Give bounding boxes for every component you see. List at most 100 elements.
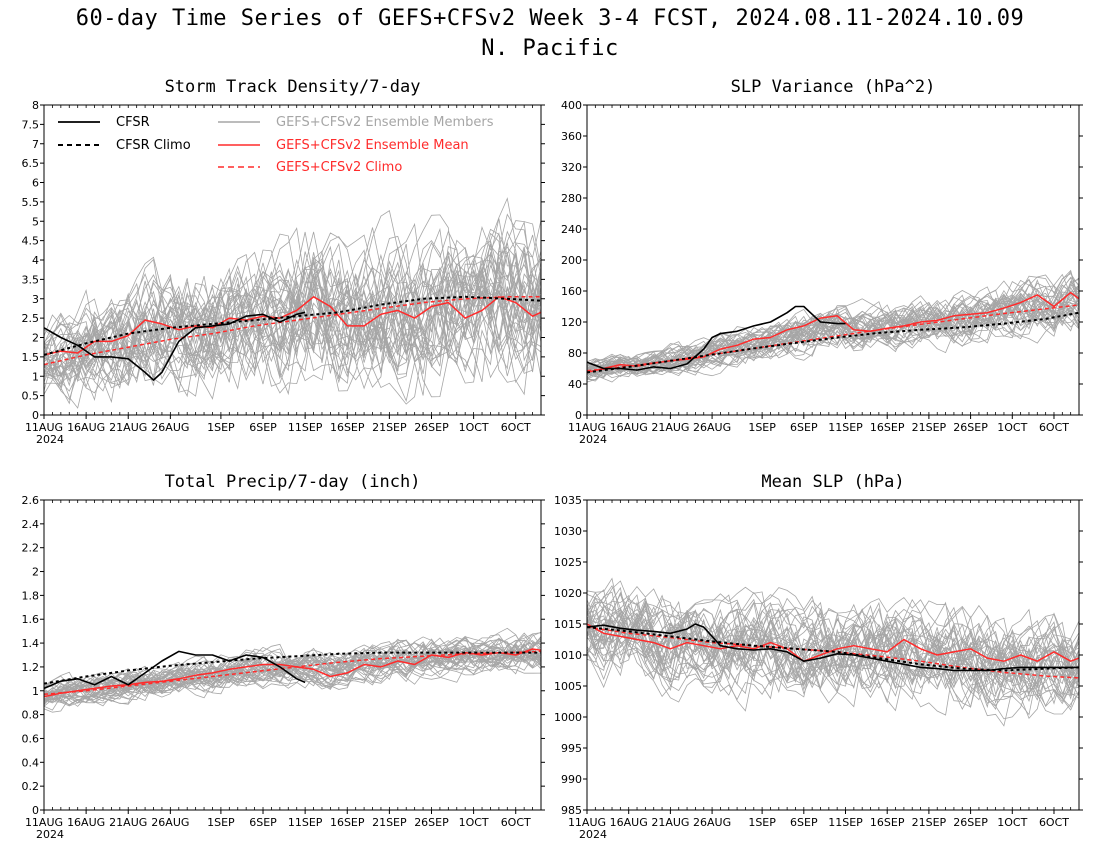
ensemble-member-line bbox=[587, 601, 1079, 679]
ensemble-member-line bbox=[44, 255, 541, 378]
main-title-line2: N. Pacific bbox=[481, 36, 619, 61]
x-tick-year: 2024 bbox=[579, 433, 607, 446]
x-tick-label: 11AUG bbox=[25, 816, 63, 829]
plot-area bbox=[587, 269, 1079, 383]
y-tick-label: 0 bbox=[575, 409, 582, 422]
x-tick-label: 26SEP bbox=[953, 421, 988, 434]
y-tick-label: 1.5 bbox=[22, 351, 40, 364]
y-tick-label: 40 bbox=[568, 378, 582, 391]
y-tick-label: 6 bbox=[32, 177, 39, 190]
y-tick-label: 0.2 bbox=[22, 780, 40, 793]
x-tick-label: 16SEP bbox=[870, 421, 905, 434]
ensemble-member-line bbox=[587, 294, 1079, 377]
y-tick-label: 1025 bbox=[554, 556, 582, 569]
ensemble-member-line bbox=[44, 220, 541, 381]
panel-3: Total Precip/7-day (inch)00.20.40.60.811… bbox=[22, 472, 545, 841]
x-tick-label: 16SEP bbox=[330, 421, 365, 434]
y-tick-label: 1035 bbox=[554, 494, 582, 507]
y-tick-label: 360 bbox=[561, 130, 582, 143]
ensemble-member-line bbox=[587, 283, 1079, 373]
y-tick-label: 1.8 bbox=[22, 589, 40, 602]
y-tick-label: 2.6 bbox=[22, 494, 40, 507]
y-tick-label: 8 bbox=[32, 99, 39, 112]
y-tick-label: 1.2 bbox=[22, 661, 40, 674]
x-tick-label: 1SEP bbox=[748, 816, 776, 829]
x-tick-label: 21SEP bbox=[372, 421, 407, 434]
y-tick-label: 0.6 bbox=[22, 732, 40, 745]
x-tick-label: 16AUG bbox=[67, 421, 105, 434]
ensemble-member-line bbox=[44, 646, 541, 705]
x-tick-label: 26AUG bbox=[693, 421, 731, 434]
x-tick-label: 16SEP bbox=[870, 816, 905, 829]
legend-label-members: GEFS+CFSv2 Ensemble Members bbox=[276, 115, 494, 130]
y-tick-label: 1015 bbox=[554, 618, 582, 631]
y-tick-label: 985 bbox=[561, 804, 582, 817]
x-tick-label: 6OCT bbox=[1039, 421, 1069, 434]
ensemble-member-line bbox=[587, 294, 1079, 367]
y-tick-label: 2 bbox=[32, 566, 39, 579]
y-tick-label: 400 bbox=[561, 99, 582, 112]
x-tick-label: 1OCT bbox=[997, 816, 1027, 829]
x-tick-label: 26AUG bbox=[151, 421, 189, 434]
y-tick-label: 1030 bbox=[554, 525, 582, 538]
ensemble-member-line bbox=[44, 652, 541, 711]
y-tick-label: 4.5 bbox=[22, 235, 40, 248]
x-tick-label: 1OCT bbox=[459, 421, 489, 434]
legend-label-climo: GEFS+CFSv2 Climo bbox=[276, 160, 402, 175]
ensemble-member-line bbox=[587, 620, 1079, 711]
ensemble-members bbox=[44, 197, 541, 409]
x-tick-label: 26SEP bbox=[414, 421, 449, 434]
y-tick-label: 240 bbox=[561, 223, 582, 236]
series-cfsr-line bbox=[587, 623, 1079, 672]
ensemble-member-line bbox=[587, 584, 1079, 695]
ensemble-member-line bbox=[587, 605, 1079, 710]
x-tick-label: 26AUG bbox=[693, 816, 731, 829]
x-tick-label: 26AUG bbox=[151, 816, 189, 829]
x-tick-label: 21AUG bbox=[109, 816, 147, 829]
panel-title: Storm Track Density/7-day bbox=[165, 77, 421, 97]
y-tick-label: 7 bbox=[32, 138, 39, 151]
y-tick-label: 120 bbox=[561, 316, 582, 329]
x-tick-label: 11AUG bbox=[568, 421, 606, 434]
x-tick-label: 1OCT bbox=[459, 816, 489, 829]
y-tick-label: 7.5 bbox=[22, 118, 40, 131]
x-tick-label: 11SEP bbox=[828, 421, 863, 434]
plot-area bbox=[44, 197, 541, 409]
panel-4: Mean SLP (hPa) 985 990 995 1000 1005 1010 1015 1… bbox=[554, 472, 1083, 841]
x-tick-label: 16SEP bbox=[330, 816, 365, 829]
ensemble-member-line bbox=[44, 640, 541, 706]
panel-2: SLP Variance (hPa^2) 0 40 80 120 160 200 240 280… bbox=[561, 77, 1083, 446]
plot-area bbox=[587, 577, 1079, 727]
y-tick-label: 80 bbox=[568, 347, 582, 360]
y-tick-label: 995 bbox=[561, 742, 582, 755]
x-tick-label: 11AUG bbox=[25, 421, 63, 434]
plot-frame bbox=[586, 104, 1080, 416]
x-tick-label: 11SEP bbox=[288, 816, 323, 829]
y-tick-label: 280 bbox=[561, 192, 582, 205]
x-tick-label: 21SEP bbox=[912, 816, 947, 829]
series-cfsr-line bbox=[587, 305, 846, 371]
legend-label-cfsr-climo: CFSR Climo bbox=[116, 138, 191, 153]
y-tick-label: 5 bbox=[32, 215, 39, 228]
main-title: 60-day Time Series of GEFS+CFSv2 Week 3-… bbox=[0, 4, 1100, 64]
ensemble-members bbox=[44, 627, 541, 713]
y-tick-label: 1.4 bbox=[22, 637, 40, 650]
y-tick-label: 2.5 bbox=[22, 312, 40, 325]
ensemble-member-line bbox=[587, 600, 1079, 683]
series-cfsr-climo-line bbox=[587, 311, 1079, 374]
ensemble-member-line bbox=[587, 614, 1079, 696]
panel-title: Total Precip/7-day (inch) bbox=[165, 472, 421, 492]
plot-frame bbox=[43, 499, 542, 811]
x-tick-year: 2024 bbox=[579, 828, 607, 841]
x-tick-label: 6SEP bbox=[249, 421, 277, 434]
series-mean-line bbox=[587, 623, 1079, 662]
y-tick-label: 200 bbox=[561, 254, 582, 267]
y-tick-label: 3.5 bbox=[22, 273, 40, 286]
x-tick-label: 6OCT bbox=[501, 421, 531, 434]
ensemble-member-line bbox=[587, 302, 1079, 381]
y-tick-label: 1 bbox=[32, 370, 39, 383]
x-tick-label: 21AUG bbox=[651, 816, 689, 829]
ensemble-member-line bbox=[587, 591, 1079, 694]
y-tick-label: 990 bbox=[561, 773, 582, 786]
ensemble-member-line bbox=[44, 635, 541, 704]
